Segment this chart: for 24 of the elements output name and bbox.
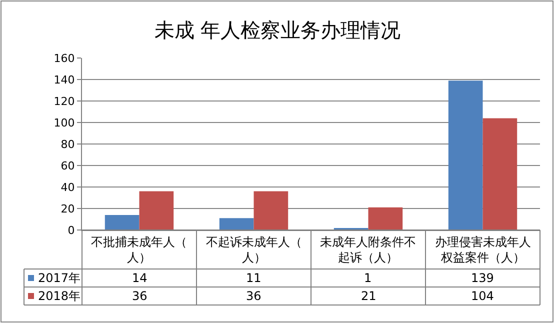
chart-title: 未成 年人检察业务办理情况 [154, 18, 401, 42]
y-tick-label: 80 [60, 138, 75, 151]
y-tick-label: 20 [60, 202, 75, 216]
legend-label: 2018年 [38, 289, 81, 303]
y-tick-label: 140 [54, 73, 75, 86]
y-tick-label: 0 [68, 224, 75, 237]
y-tick-label: 120 [54, 94, 75, 108]
legend-label: 2017年 [38, 271, 81, 285]
data-label: 1 [364, 271, 372, 285]
data-label: 14 [132, 271, 148, 285]
x-tick-label: 未成年人附条件不起诉（人） [320, 235, 416, 265]
x-tick-label: 不批捕未成年人（人） [91, 235, 187, 265]
y-tick-label: 60 [60, 159, 75, 172]
x-tick-label: 不起诉未成年人（人） [206, 235, 302, 265]
x-tick-label: 办理侵害未成年人权益案件（人） [435, 235, 531, 265]
y-tick-label: 40 [60, 180, 75, 194]
data-label: 104 [471, 289, 494, 303]
data-label: 21 [361, 289, 376, 303]
data-label: 36 [132, 289, 148, 303]
data-label: 11 [246, 271, 262, 285]
data-label: 36 [246, 289, 262, 303]
data-label: 139 [471, 271, 494, 285]
y-tick-label: 160 [54, 52, 75, 65]
y-tick-label: 100 [54, 116, 75, 130]
